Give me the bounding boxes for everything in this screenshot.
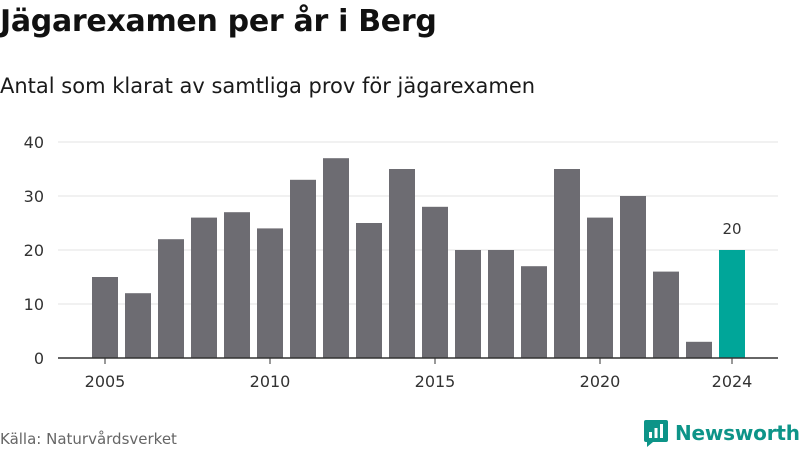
bar — [191, 217, 217, 358]
x-tick-label: 2024 — [712, 372, 753, 391]
y-tick-label: 10 — [24, 295, 44, 314]
bar — [356, 223, 382, 358]
chart-subtitle: Antal som klarat av samtliga prov för jä… — [0, 74, 536, 98]
bar — [521, 266, 547, 358]
bar — [290, 179, 316, 358]
chart-title: Jägarexamen per år i Berg — [0, 4, 437, 39]
brand-logo: Newsworthy — [643, 418, 800, 448]
x-tick-label: 2010 — [250, 372, 291, 391]
bar — [92, 277, 118, 358]
bar — [554, 169, 580, 358]
x-tick-label: 2020 — [580, 372, 621, 391]
bar — [620, 196, 646, 358]
bar — [389, 169, 415, 358]
bar — [686, 341, 712, 358]
bar — [323, 158, 349, 358]
y-tick-label: 40 — [24, 133, 44, 152]
bar — [224, 212, 250, 358]
brand-name: Newsworthy — [675, 421, 800, 445]
bar — [125, 293, 151, 358]
bar — [488, 250, 514, 358]
y-tick-label: 20 — [24, 241, 44, 260]
bar — [422, 206, 448, 358]
source-note: Källa: Naturvårdsverket — [0, 430, 177, 448]
bar — [587, 217, 613, 358]
y-tick-label: 30 — [24, 187, 44, 206]
bar — [257, 228, 283, 358]
data-label: 20 — [722, 220, 741, 238]
x-tick-label: 2005 — [85, 372, 126, 391]
x-tick-label: 2015 — [415, 372, 456, 391]
bar — [455, 250, 481, 358]
newsworthy-logo-icon — [644, 420, 668, 447]
bar — [653, 271, 679, 358]
bar — [158, 239, 184, 358]
y-tick-label: 0 — [34, 349, 44, 368]
bar — [719, 250, 745, 358]
